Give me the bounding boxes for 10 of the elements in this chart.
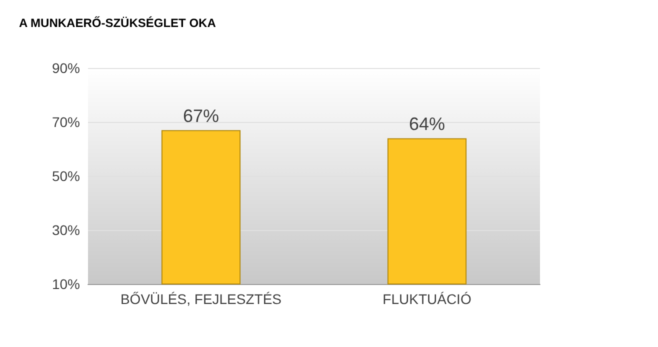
y-tick-label: 30% <box>52 222 80 238</box>
x-tick-label: BŐVÜLÉS, FEJLESZTÉS <box>120 291 282 307</box>
data-label: 64% <box>408 114 446 134</box>
x-tick-label: FLUKTUÁCIÓ <box>382 291 472 307</box>
data-label: 67% <box>182 106 220 126</box>
y-tick-label: 90% <box>52 60 80 76</box>
y-tick-label: 10% <box>52 276 80 292</box>
chart-title: A MUNKAERŐ-SZÜKSÉGLET OKA <box>19 16 216 30</box>
y-tick-label: 50% <box>52 168 80 184</box>
y-tick-label: 70% <box>52 114 80 130</box>
